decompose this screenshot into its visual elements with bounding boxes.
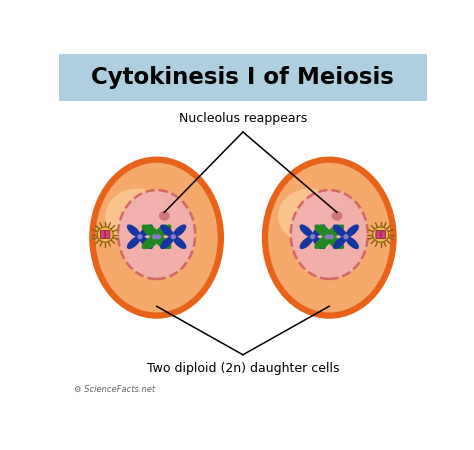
Ellipse shape [139, 225, 153, 237]
Ellipse shape [333, 225, 346, 237]
Text: Nucleolus reappears: Nucleolus reappears [179, 112, 307, 125]
Ellipse shape [318, 236, 332, 249]
Ellipse shape [118, 190, 195, 279]
Ellipse shape [159, 211, 170, 220]
Ellipse shape [278, 189, 342, 243]
Ellipse shape [160, 236, 174, 249]
FancyBboxPatch shape [376, 230, 380, 238]
Ellipse shape [173, 236, 186, 249]
Ellipse shape [160, 225, 174, 237]
Ellipse shape [173, 225, 186, 237]
Ellipse shape [332, 211, 342, 220]
Ellipse shape [327, 225, 340, 237]
Ellipse shape [346, 225, 359, 237]
Ellipse shape [330, 236, 344, 249]
Ellipse shape [327, 236, 340, 249]
Ellipse shape [314, 236, 328, 249]
Ellipse shape [291, 190, 368, 279]
Ellipse shape [142, 225, 155, 237]
Ellipse shape [105, 189, 170, 243]
Ellipse shape [300, 225, 313, 237]
Bar [59, 54, 427, 101]
Circle shape [329, 235, 333, 238]
FancyBboxPatch shape [100, 230, 105, 238]
Ellipse shape [330, 225, 344, 237]
Ellipse shape [312, 225, 326, 237]
Ellipse shape [333, 236, 346, 249]
FancyBboxPatch shape [106, 230, 110, 238]
Ellipse shape [154, 225, 168, 237]
Circle shape [373, 227, 389, 242]
Text: Cytokinesis I of Meiosis: Cytokinesis I of Meiosis [91, 66, 394, 89]
Text: ⚙ ScienceFacts.net: ⚙ ScienceFacts.net [74, 385, 155, 394]
Ellipse shape [154, 236, 168, 249]
Ellipse shape [312, 236, 326, 249]
Circle shape [326, 235, 329, 238]
Circle shape [153, 235, 157, 238]
Ellipse shape [314, 225, 328, 237]
Ellipse shape [92, 160, 221, 315]
Ellipse shape [127, 225, 140, 237]
Circle shape [171, 235, 175, 238]
Ellipse shape [142, 236, 155, 249]
FancyBboxPatch shape [381, 230, 385, 238]
Ellipse shape [265, 160, 393, 315]
Circle shape [310, 235, 315, 238]
Circle shape [156, 235, 160, 238]
Ellipse shape [158, 236, 172, 249]
Ellipse shape [158, 225, 172, 237]
Ellipse shape [318, 225, 332, 237]
Circle shape [344, 235, 348, 238]
Ellipse shape [300, 236, 313, 249]
Ellipse shape [146, 225, 159, 237]
Ellipse shape [127, 236, 140, 249]
Ellipse shape [139, 236, 153, 249]
Circle shape [138, 235, 142, 238]
Ellipse shape [146, 236, 159, 249]
Text: Two diploid (2n) daughter cells: Two diploid (2n) daughter cells [146, 362, 339, 375]
Circle shape [97, 227, 113, 242]
Ellipse shape [346, 236, 359, 249]
